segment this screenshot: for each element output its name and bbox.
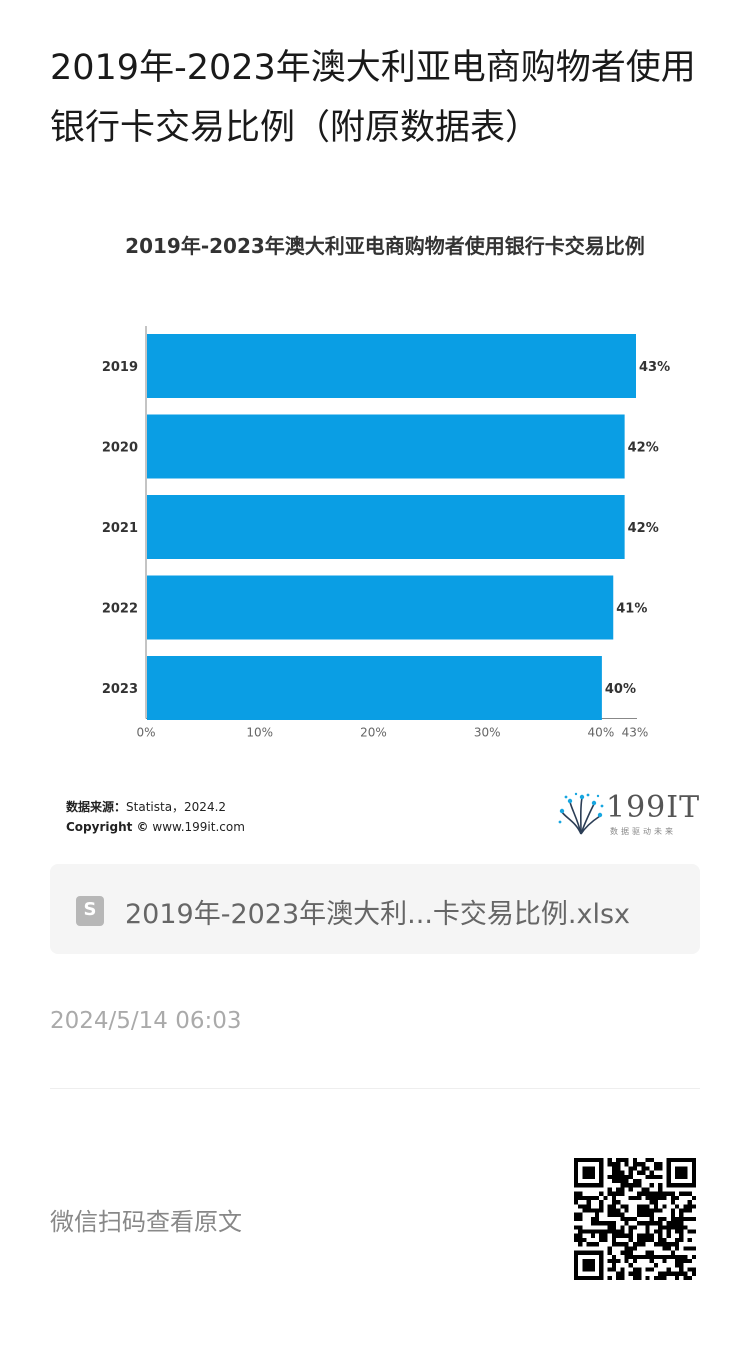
- data-label: 43%: [639, 360, 670, 375]
- data-label: 42%: [628, 441, 659, 456]
- data-label: 40%: [605, 682, 636, 697]
- read-original-text: 微信扫码查看原文: [50, 1208, 242, 1236]
- brand-name: 199IT: [606, 790, 701, 825]
- y-tick-label: 2019: [102, 360, 138, 375]
- x-tick-label: 43%: [622, 726, 649, 740]
- article-title: 2019年-2023年澳大利亚电商购物者使用银行卡交易比例（附原数据表）: [50, 48, 696, 148]
- dandelion-logo-icon: [558, 792, 604, 835]
- attachment-filename: 2019年-2023年澳大利...卡交易比例.xlsx: [125, 899, 631, 930]
- y-tick-label: 2021: [102, 521, 138, 536]
- y-tick-label: 2020: [102, 441, 138, 456]
- y-tick-label: 2022: [102, 602, 138, 617]
- attachment-file[interactable]: S 2019年-2023年澳大利...卡交易比例.xlsx: [50, 864, 700, 954]
- copyright-url: www.199it.com: [152, 820, 245, 834]
- data-source-value: Statista，2024.2: [126, 800, 227, 814]
- brand-tagline: 数据驱动未来: [610, 827, 676, 836]
- publish-timestamp: 2024/5/14 06:03: [50, 1008, 242, 1034]
- spreadsheet-file-icon: S: [76, 896, 104, 926]
- x-tick-label: 10%: [246, 726, 273, 740]
- qr-code-icon[interactable]: [574, 1158, 696, 1280]
- divider: [50, 1088, 700, 1089]
- x-tick-label: 20%: [360, 726, 387, 740]
- data-label: 41%: [616, 602, 647, 617]
- bar: [147, 414, 625, 479]
- bar: [147, 334, 636, 398]
- bar: [147, 495, 625, 559]
- brand-logo: 199IT 数据驱动未来: [558, 790, 701, 840]
- chart-title: 2019年-2023年澳大利亚电商购物者使用银行卡交易比例: [125, 234, 645, 258]
- chart-card: 2019年-2023年澳大利亚电商购物者使用银行卡交易比例 2019 43% 202…: [40, 210, 710, 850]
- data-source-label: 数据来源：: [66, 800, 127, 814]
- bar: [147, 575, 614, 640]
- x-tick-label: 0%: [136, 726, 155, 740]
- file-icon-glyph: S: [83, 899, 97, 920]
- x-tick-label: 40%: [588, 726, 615, 740]
- copyright-label: Copyright ©: [66, 820, 149, 834]
- data-source: 数据来源：Statista，2024.2: [66, 798, 226, 815]
- y-tick-label: 2023: [102, 682, 138, 697]
- bar: [147, 656, 602, 720]
- copyright: Copyright © www.199it.com: [66, 820, 245, 834]
- data-label: 42%: [628, 521, 659, 536]
- bar-chart: 2019 43% 2020 42% 2021 42% 2022 41% 2023 40% 0% 10%…: [102, 326, 670, 740]
- x-tick-label: 30%: [474, 726, 501, 740]
